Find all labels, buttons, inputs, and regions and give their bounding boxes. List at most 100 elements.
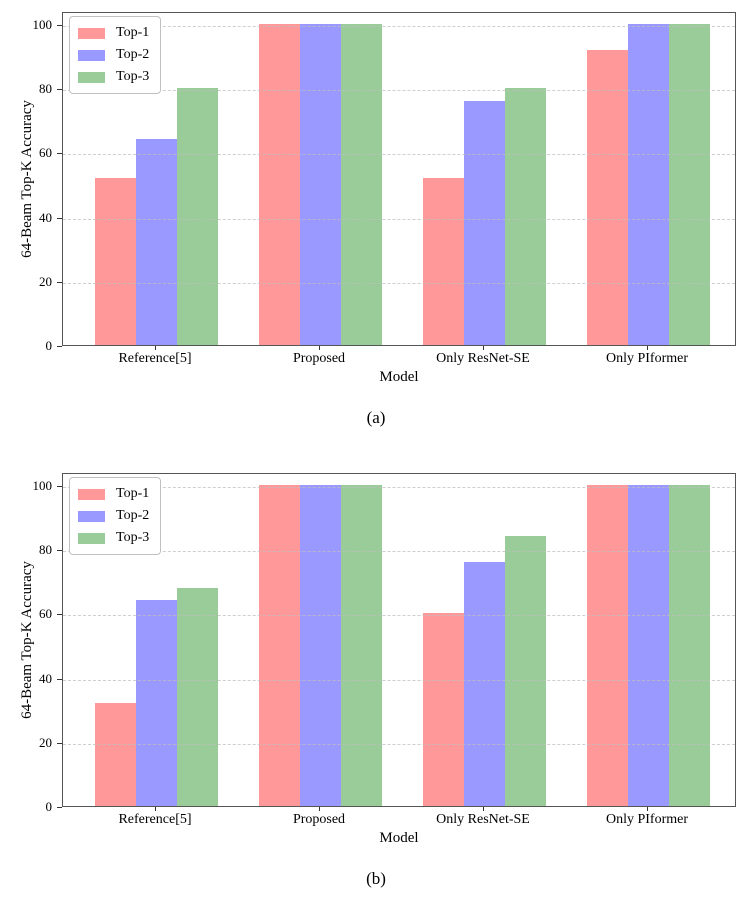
y-tick-mark xyxy=(57,281,62,283)
bar-reference-5-top-1 xyxy=(94,178,136,345)
bar-only-piformer-top-3 xyxy=(668,23,710,345)
y-tick-mark xyxy=(57,217,62,219)
x-tick-label-reference-5: Reference[5] xyxy=(118,812,192,827)
gridlines xyxy=(63,13,735,345)
legend-label: Top-2 xyxy=(116,47,150,62)
y-tick-mark xyxy=(57,485,62,487)
bar-proposed-top-3 xyxy=(340,23,382,345)
x-tick-mark xyxy=(483,346,484,350)
figure-caption-a: (a) xyxy=(366,408,386,427)
y-tick-mark xyxy=(57,550,62,552)
gridline-80 xyxy=(63,551,735,553)
gridline-100 xyxy=(63,25,735,27)
x-tick-label-only-piformer: Only PIformer xyxy=(605,812,689,827)
y-tick-label-0: 0 xyxy=(45,799,53,814)
plot-area: Top-1 Top-2 Top-3 xyxy=(62,473,736,807)
legend: Top-1 Top-2 Top-3 xyxy=(69,16,162,94)
y-tick-mark xyxy=(57,742,62,744)
legend-label: Top-1 xyxy=(116,486,150,501)
bar-proposed-top-2 xyxy=(299,23,341,345)
bar-reference-5-top-2 xyxy=(135,139,177,345)
bar-proposed-top-3 xyxy=(340,484,382,806)
gridline-20 xyxy=(63,743,735,745)
gridline-80 xyxy=(63,90,735,92)
x-tick-label-only-resnet-se: Only ResNet-SE xyxy=(436,351,530,366)
legend-swatch-top-1 xyxy=(78,488,105,500)
x-tick-mark xyxy=(319,346,320,350)
legend-item-top-2: Top-2 xyxy=(78,44,149,66)
bars-layer xyxy=(63,474,735,806)
legend-swatch-top-2 xyxy=(78,49,105,61)
bar-only-piformer-top-2 xyxy=(627,484,669,806)
bar-proposed-top-1 xyxy=(258,484,300,806)
bar-only-resnet-se-top-3 xyxy=(504,536,546,806)
bar-only-piformer-top-1 xyxy=(586,49,628,345)
gridline-60 xyxy=(63,615,735,617)
y-tick-label-20: 20 xyxy=(39,273,52,289)
bar-only-resnet-se-top-1 xyxy=(422,613,464,806)
x-tick-label-proposed: Proposed xyxy=(292,812,346,827)
y-tick-mark xyxy=(57,153,62,155)
x-tick-mark xyxy=(155,346,156,350)
x-axis-title: Model xyxy=(379,369,419,385)
legend-label: Top-3 xyxy=(116,69,150,84)
legend-label: Top-3 xyxy=(116,530,150,545)
legend-item-top-1: Top-1 xyxy=(78,22,149,44)
gridline-20 xyxy=(63,282,735,284)
bar-only-resnet-se-top-2 xyxy=(463,561,505,806)
legend-swatch-top-1 xyxy=(78,27,105,39)
bar-only-resnet-se-top-3 xyxy=(504,88,546,345)
y-axis-title: 64-Beam Top-K Accuracy xyxy=(19,561,35,719)
x-tick-label-reference-5: Reference[5] xyxy=(118,351,192,366)
legend-label: Top-2 xyxy=(116,508,150,523)
y-tick-label-20: 20 xyxy=(39,734,52,750)
y-tick-label-80: 80 xyxy=(39,81,52,97)
y-tick-label-80: 80 xyxy=(39,542,52,558)
bar-reference-5-top-2 xyxy=(135,600,177,806)
x-tick-mark xyxy=(155,807,156,811)
x-tick-mark xyxy=(319,807,320,811)
gridline-100 xyxy=(63,486,735,488)
bar-proposed-top-2 xyxy=(299,484,341,806)
legend-item-top-3: Top-3 xyxy=(78,66,149,88)
bars-layer xyxy=(63,13,735,345)
bar-reference-5-top-3 xyxy=(176,587,218,806)
y-tick-label-40: 40 xyxy=(39,209,52,225)
bar-only-piformer-top-1 xyxy=(586,484,628,806)
y-tick-mark xyxy=(57,678,62,680)
legend-label: Top-1 xyxy=(116,25,150,40)
x-axis-title: Model xyxy=(379,830,419,846)
x-tick-mark xyxy=(647,807,648,811)
figure-b: 64-Beam Top-K Accuracy Top-1 Top-2 Top-3 0… xyxy=(0,461,752,906)
x-tick-label-proposed: Proposed xyxy=(292,351,346,366)
y-tick-mark xyxy=(57,89,62,91)
bar-reference-5-top-3 xyxy=(176,88,218,345)
bar-only-piformer-top-3 xyxy=(668,484,710,806)
y-tick-label-0: 0 xyxy=(45,338,53,353)
y-tick-label-60: 60 xyxy=(39,145,52,161)
legend-item-top-2: Top-2 xyxy=(78,505,149,527)
y-tick-mark xyxy=(57,346,62,347)
plot-area: Top-1 Top-2 Top-3 xyxy=(62,12,736,346)
y-tick-label-100: 100 xyxy=(32,477,53,493)
y-tick-label-40: 40 xyxy=(39,670,52,686)
x-tick-mark xyxy=(483,807,484,811)
bar-proposed-top-1 xyxy=(258,23,300,345)
y-axis-title: 64-Beam Top-K Accuracy xyxy=(19,100,35,258)
x-tick-label-only-piformer: Only PIformer xyxy=(605,351,689,366)
gridline-60 xyxy=(63,154,735,156)
figure-caption-b: (b) xyxy=(366,869,386,888)
gridline-40 xyxy=(63,679,735,681)
figure-a: 64-Beam Top-K Accuracy Top-1 Top-2 Top-3 0… xyxy=(0,0,752,445)
gridlines xyxy=(63,474,735,806)
bar-only-piformer-top-2 xyxy=(627,23,669,345)
legend-swatch-top-2 xyxy=(78,510,105,522)
x-tick-label-only-resnet-se: Only ResNet-SE xyxy=(436,812,530,827)
y-tick-mark xyxy=(57,614,62,616)
x-tick-mark xyxy=(647,346,648,350)
bar-only-resnet-se-top-2 xyxy=(463,100,505,345)
legend-swatch-top-3 xyxy=(78,71,105,83)
gridline-40 xyxy=(63,218,735,220)
bar-reference-5-top-1 xyxy=(94,703,136,806)
bar-only-resnet-se-top-1 xyxy=(422,178,464,345)
